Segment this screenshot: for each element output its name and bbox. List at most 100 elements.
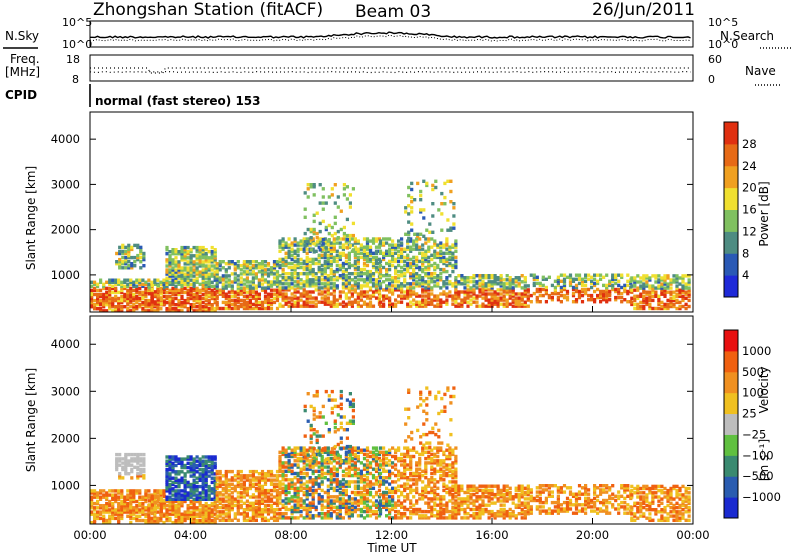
- heat-cell: [139, 474, 143, 478]
- heat-cell: [368, 288, 373, 292]
- heat-cell: [129, 504, 133, 508]
- heat-cell: [341, 478, 345, 482]
- heat-cell: [596, 281, 600, 286]
- heat-cell: [90, 280, 94, 284]
- heat-cell: [186, 516, 190, 521]
- heat-cell: [96, 495, 100, 499]
- heat-cell: [359, 473, 363, 478]
- heat-cell: [442, 290, 446, 294]
- heat-cell: [278, 467, 282, 471]
- heat-cell: [347, 302, 351, 306]
- heat-cell: [174, 493, 178, 497]
- heat-cell: [666, 274, 670, 278]
- heat-cell: [436, 298, 440, 302]
- heat-cell: [338, 274, 342, 278]
- heat-cell: [142, 467, 146, 472]
- heat-cell: [290, 272, 294, 276]
- heat-cell: [198, 476, 202, 480]
- heat-cell: [269, 497, 274, 501]
- heat-cell: [427, 284, 431, 288]
- heat-cell: [565, 295, 570, 300]
- heat-cell: [230, 280, 234, 284]
- heat-cell: [189, 303, 193, 307]
- heat-cell: [260, 270, 265, 274]
- heat-cell: [108, 499, 112, 504]
- heat-cell: [350, 497, 354, 501]
- heat-cell: [317, 469, 321, 473]
- heat-cell: [371, 257, 376, 262]
- heat-cell: [132, 491, 136, 495]
- heat-cell: [111, 489, 115, 493]
- heat-cell: [440, 228, 444, 232]
- heat-cell: [407, 220, 411, 224]
- heat-cell: [323, 265, 327, 270]
- heat-cell: [424, 280, 428, 284]
- heat-cell: [165, 499, 169, 504]
- heat-cell: [299, 478, 303, 482]
- heat-cell: [371, 486, 376, 490]
- heat-cell: [663, 278, 667, 282]
- heat-cell: [323, 278, 327, 282]
- heat-cell: [207, 514, 211, 518]
- heat-cell: [290, 267, 294, 272]
- heat-cell: [290, 452, 294, 457]
- heat-cell: [329, 461, 333, 465]
- heat-cell: [344, 461, 348, 465]
- heat-cell: [126, 506, 130, 510]
- heat-cell: [177, 300, 181, 305]
- heat-cell: [186, 296, 190, 301]
- heat-cell: [108, 292, 112, 297]
- heat-cell: [314, 272, 318, 276]
- heat-cell: [263, 478, 268, 482]
- heat-cell: [183, 298, 187, 303]
- heat-cell: [239, 476, 243, 480]
- heat-cell: [329, 261, 333, 266]
- heat-cell: [630, 284, 634, 288]
- heat-cell: [368, 269, 373, 274]
- heat-cell: [144, 292, 148, 297]
- heat-cell: [120, 506, 124, 510]
- heat-cell: [385, 278, 389, 282]
- heat-cell: [326, 471, 330, 476]
- heat-cell: [159, 503, 163, 507]
- heat-cell: [133, 264, 137, 268]
- heat-cell: [681, 286, 685, 290]
- heat-cell: [236, 304, 240, 309]
- heat-cell: [663, 292, 667, 296]
- heat-cell: [362, 452, 367, 457]
- heat-cell: [201, 280, 205, 284]
- heat-cell: [350, 503, 354, 507]
- heat-cell: [406, 245, 410, 249]
- heat-cell: [305, 495, 309, 499]
- heat-cell: [198, 478, 202, 482]
- heat-cell: [382, 243, 386, 247]
- heat-cell: [141, 300, 145, 305]
- heat-cell: [317, 276, 321, 280]
- heat-cell: [499, 302, 503, 306]
- heat-cell: [120, 286, 124, 291]
- heat-cell: [207, 520, 211, 525]
- heat-cell: [394, 257, 398, 262]
- heat-cell: [129, 520, 133, 525]
- heat-cell: [132, 294, 136, 299]
- heat-cell: [445, 247, 449, 251]
- heat-cell: [183, 300, 187, 305]
- heat-cell: [299, 471, 303, 476]
- heat-cell: [365, 446, 370, 450]
- heat-cell: [374, 461, 379, 465]
- heat-cell: [287, 461, 291, 465]
- heat-cell: [147, 489, 151, 493]
- heat-cell: [457, 292, 461, 296]
- heat-cell: [159, 505, 163, 509]
- heat-cell: [195, 288, 199, 293]
- heat-cell: [407, 204, 411, 208]
- heat-cell: [400, 259, 404, 264]
- heat-cell: [275, 508, 280, 512]
- heat-cell: [654, 294, 658, 298]
- heat-cell: [192, 278, 196, 282]
- heat-cell: [144, 300, 148, 305]
- heat-cell: [257, 476, 261, 480]
- heat-cell: [314, 243, 318, 247]
- heat-cell: [248, 469, 252, 474]
- heat-cell: [201, 284, 205, 288]
